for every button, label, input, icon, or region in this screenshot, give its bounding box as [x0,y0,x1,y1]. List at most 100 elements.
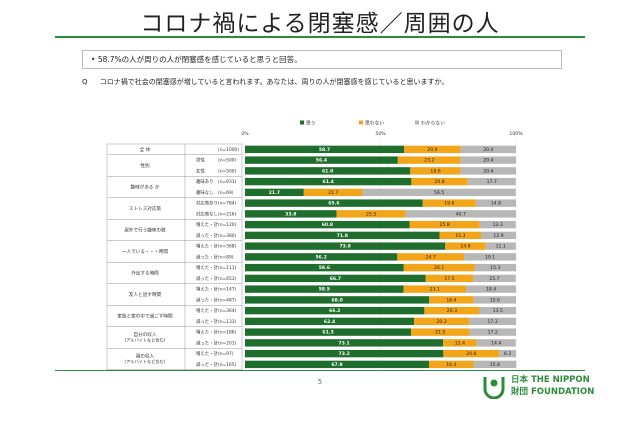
bar-value-label: 40.7 [456,211,466,217]
bar-segment [336,210,406,218]
summary-box: • 58.7%の人が周りの人が閉塞感を感じていると思うと回答。 [82,50,562,69]
bar-value-label: 56.2 [315,254,326,260]
bar-value-label: 13.3 [493,222,503,228]
row-n-label: (n=364) [218,308,237,314]
row-sublabel: 減った・計 [196,253,219,260]
question-text: コロナ禍で社会の閉塞感が増していると言われます。あなたは、周りの人が閉塞感を感じ… [99,78,449,86]
row-n-label: (n=69) [218,190,234,196]
bar-segment [245,177,412,186]
bar-segment [485,242,516,250]
row-sublabel: 減った・計 [196,296,219,303]
bar-value-label: 17.2 [488,330,498,336]
bar-value-label: 14.8 [491,201,501,207]
foundation-logo-icon [483,377,505,399]
group-label: 全 体 [140,146,151,153]
bar-value-label: 11.1 [496,244,506,250]
bar-value-label: 19.6 [444,201,454,207]
row-sublabel: 減った・計 [196,318,219,325]
row-n-label: (n=216) [218,211,237,217]
bar-value-label: 12.4 [455,340,465,346]
bar-segment [245,145,405,154]
bar-segment [303,188,363,197]
bar-segment [425,274,474,283]
bar-value-label: 61.0 [322,168,333,174]
stacked-bar-chart: 思う 思わない わからない 0% 50% 100% 全 体 (n=1000) 58.7 20.9 2… [106,119,523,370]
bar-value-label: 33.8 [285,211,296,217]
row-n-label: (n=147) [218,287,237,293]
question-label: Q [82,78,88,86]
bar-segment [422,199,476,207]
bar-segment [397,156,461,164]
page-title: コロナ禍による閉塞感／周囲の人 [140,11,500,37]
summary-bullet: • [91,55,96,64]
row-sublabel: 減った・計 [196,275,219,282]
row-n-label: (n=89) [218,254,234,260]
bar-value-label: 16.4 [446,362,456,368]
footer-divider [55,370,585,371]
bar-segment [405,210,516,218]
row-sublabel: 増えた・計 [196,221,219,228]
bar-value-label: 19.1 [485,254,495,260]
bar-value-label: 17.3 [487,319,497,325]
label-table-frame [106,143,243,370]
bar-value-label: 21.7 [269,190,280,196]
row-n-label: (n=97) [218,351,234,357]
row-n-label: (n=500) [218,158,237,164]
row-sublabel: 減った・計 [196,232,219,239]
bar-value-label: 65.6 [328,201,339,207]
bar-value-label: 71.8 [337,233,348,239]
bar-segment [479,306,516,315]
bar-value-label: 56.4 [316,158,327,164]
bar-segment [245,188,304,197]
bar-value-label: 12.9 [493,233,503,239]
bar-segment [245,306,425,315]
bar-value-label: 15.3 [455,233,465,239]
bar-value-label: 61.4 [323,179,334,185]
bar-value-label: 66.7 [330,276,341,282]
bar-segment [403,263,475,272]
legend-swatch [359,120,363,125]
bar-value-label: 20.3 [447,308,457,314]
row-n-label: (n=1000) [218,147,239,153]
bar-segment [429,360,474,369]
row-sublabel: 増えた・計 [196,329,219,336]
bar-segment [245,349,444,358]
row-n-label: (n=500) [218,168,237,174]
bar-value-label: 20.4 [483,147,493,153]
group-label: 友人と話す時間 [129,291,162,298]
bar-value-label: 17.7 [487,179,497,185]
bar-segment [245,220,410,229]
row-n-label: (n=931) [218,179,237,185]
logo-kanji-2: 財団 [511,387,529,397]
bar-segment [245,360,430,369]
bar-value-label: 21.7 [328,190,338,196]
bar-value-label: 20.3 [436,319,446,325]
bar-segment [245,253,398,261]
bar-segment [460,156,516,164]
row-sublabel: 対応策なし [196,210,218,217]
bar-value-label: 26.1 [434,265,444,271]
row-n-label: (n=111) [218,265,237,271]
bar-value-label: 58.6 [319,265,330,271]
bar-segment [479,220,516,229]
bar-value-label: 73.2 [339,351,350,357]
row-n-label: (n=487) [218,297,237,303]
bar-segment [409,220,480,229]
group-label: 外出する時間 [131,270,159,277]
bar-value-label: 58.5 [319,287,330,293]
bar-segment [481,231,516,240]
row-sublabel: 減った・計 [196,361,219,368]
bar-segment [245,296,430,304]
row-n-label: (n=186) [218,330,237,336]
bar-segment [429,296,474,304]
bar-value-label: 73.9 [339,244,350,250]
row-sublabel: 増えた・計 [196,286,219,293]
bar-segment [414,317,470,326]
legend-swatch [415,120,419,125]
row-sublabel: 増えた・計 [196,264,219,271]
bar-value-label: 24.7 [426,254,436,260]
bar-segment [410,167,461,175]
group-label: 性別 [140,162,150,169]
bar-segment [245,199,423,207]
x-tick-label: 0% [241,131,249,137]
